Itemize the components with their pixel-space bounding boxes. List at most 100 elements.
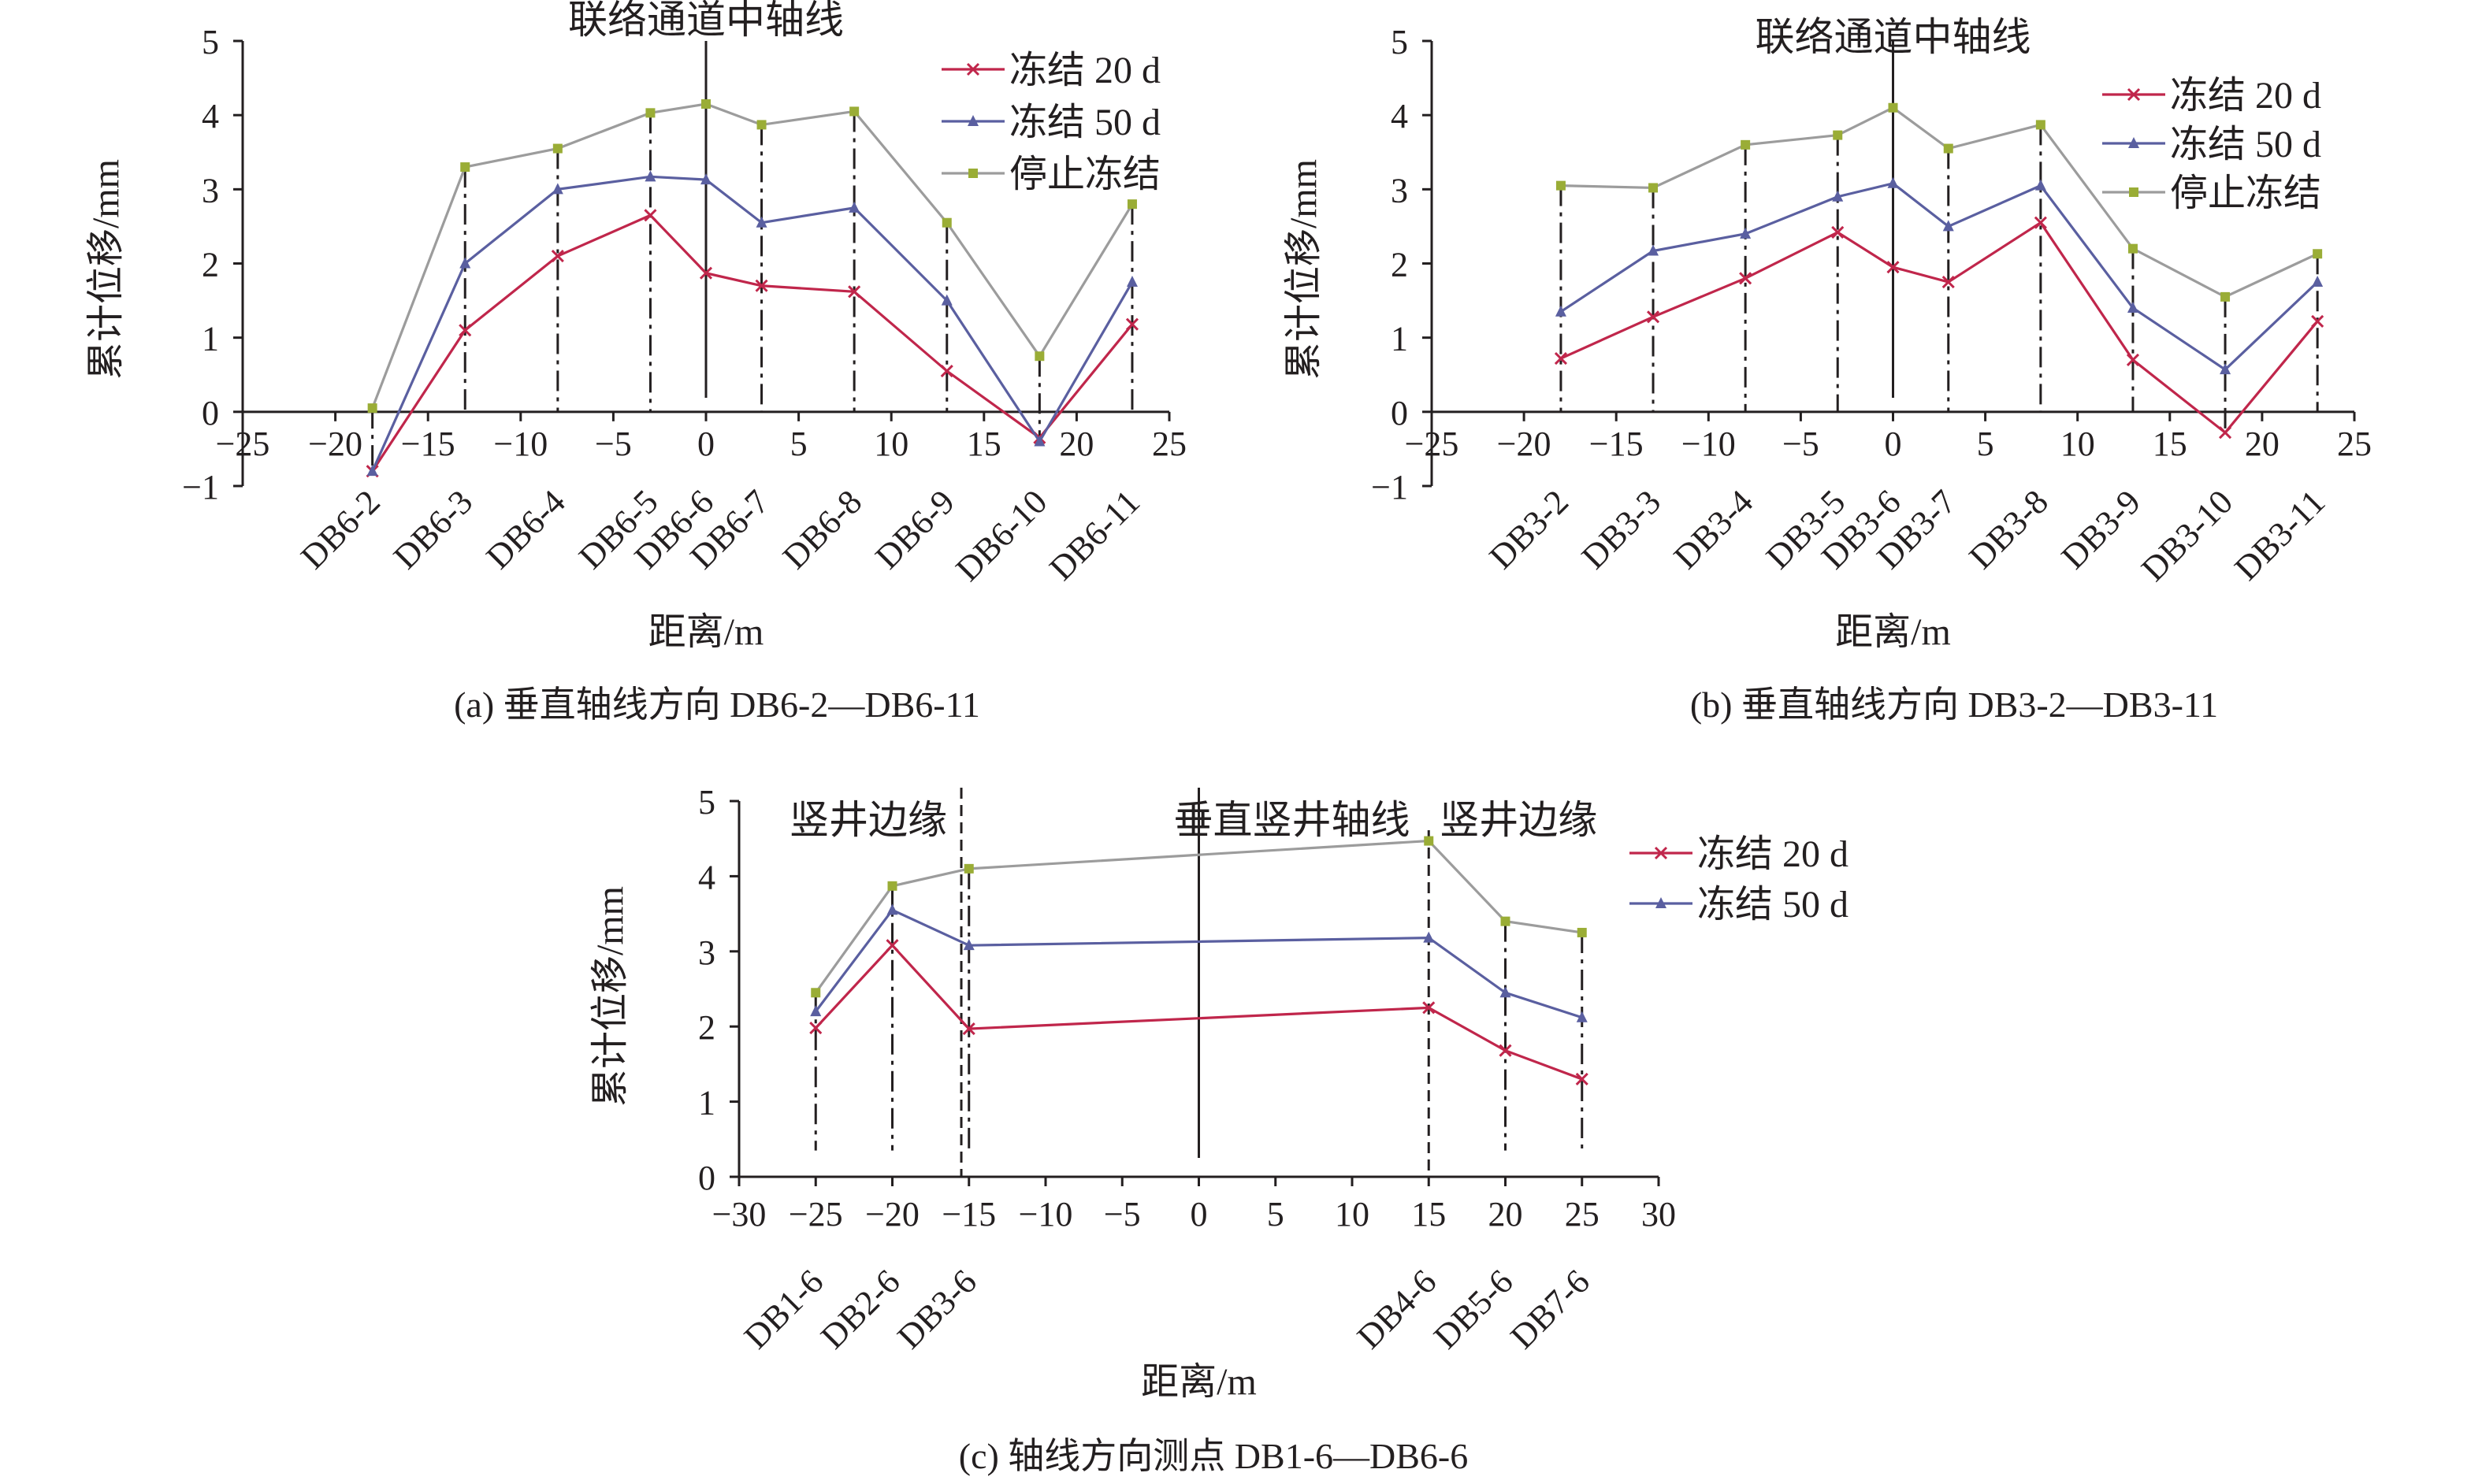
- legend-marker: [2127, 87, 2141, 102]
- data-point-marker: [1646, 310, 1660, 324]
- data-point-marker: [755, 279, 768, 292]
- y-tick-label: 3: [1391, 171, 1408, 210]
- series-line-series_stop: [371, 102, 1134, 409]
- point-label: DB3-3: [1574, 482, 1668, 576]
- x-tick-label: 10: [1335, 1195, 1369, 1234]
- y-tick-label: 3: [202, 171, 219, 210]
- x-axis-title: 距离/m: [648, 611, 764, 653]
- y-tick-label: −1: [1371, 468, 1408, 506]
- data-point-marker: [1424, 836, 1434, 846]
- point-label: DB3-8: [1962, 482, 2056, 576]
- data-point-marker: [1423, 931, 1435, 943]
- x-tick-label: 0: [697, 425, 715, 463]
- data-point-marker: [963, 939, 975, 951]
- data-point-marker: [1888, 102, 1898, 113]
- point-label: DB6-9: [868, 482, 961, 576]
- x-tick-label: −15: [1589, 425, 1644, 463]
- x-tick-label: −5: [595, 425, 632, 463]
- x-axis-title: 距离/m: [1141, 1361, 1257, 1403]
- data-point-marker: [1741, 139, 1751, 150]
- y-tick-label: 2: [202, 246, 219, 284]
- data-point-marker: [886, 939, 899, 952]
- legend-label: 停止冻结: [1009, 154, 1161, 195]
- data-point-marker: [645, 170, 656, 182]
- panel-caption-b: (b) 垂直轴线方向 DB3-2—DB3-11: [1690, 684, 2218, 725]
- point-label: DB3-2: [1482, 482, 1576, 576]
- point-label: DB6-11: [1042, 482, 1147, 588]
- y-tick-label: 2: [698, 1008, 715, 1047]
- point-label: DB3-11: [2227, 482, 2332, 588]
- x-tick-label: 0: [1191, 1195, 1208, 1234]
- series-line-series_stop: [814, 839, 1582, 994]
- series-line-series_50d: [371, 175, 1134, 472]
- point-label: DB6-10: [949, 482, 1055, 588]
- panel-caption-a: (a) 垂直轴线方向 DB6-2—DB6-11: [454, 684, 980, 725]
- annotation-label: 垂直竖井轴线: [1174, 798, 1410, 842]
- data-point-marker: [1125, 317, 1139, 331]
- series-line-series_50d: [814, 908, 1583, 1019]
- data-point-marker: [811, 988, 821, 998]
- data-point-marker: [1942, 220, 1954, 232]
- data-point-marker: [756, 216, 767, 228]
- x-tick-label: 25: [1152, 425, 1187, 463]
- x-tick-label: −5: [1104, 1195, 1141, 1234]
- data-point-marker: [848, 285, 861, 299]
- x-tick-label: −5: [1782, 425, 1819, 463]
- point-label: DB3-10: [2134, 482, 2240, 588]
- data-point-marker: [2126, 353, 2140, 366]
- data-point-marker: [941, 294, 953, 306]
- legend-label: 冻结 50 d: [1009, 102, 1161, 143]
- x-tick-label: −10: [1019, 1195, 1073, 1234]
- legend-marker: [1654, 846, 1668, 860]
- x-tick-label: 20: [2245, 425, 2280, 463]
- data-point-marker: [886, 903, 898, 915]
- point-label: DB1-6: [737, 1262, 830, 1356]
- legend-marker: [2129, 187, 2138, 197]
- point-label: DB3-6: [890, 1262, 983, 1356]
- series-line-series_50d: [1560, 182, 2319, 372]
- y-tick-label: 3: [698, 933, 715, 972]
- data-point-marker: [552, 143, 563, 154]
- data-point-marker: [552, 183, 563, 195]
- y-tick-label: −1: [182, 468, 219, 506]
- data-point-marker: [459, 324, 472, 337]
- data-point-marker: [1941, 275, 1955, 289]
- annotation-label: 竖井边缘: [790, 798, 947, 842]
- series-line-series_stop: [1560, 106, 2318, 299]
- x-tick-label: −30: [712, 1195, 767, 1234]
- data-point-marker: [1127, 199, 1137, 210]
- data-point-marker: [2312, 276, 2324, 288]
- data-point-marker: [940, 364, 953, 378]
- data-point-marker: [2218, 426, 2232, 440]
- legend-marker: [1655, 897, 1666, 908]
- data-point-marker: [1555, 180, 1566, 191]
- data-point-marker: [700, 173, 712, 185]
- y-tick-label: 5: [202, 23, 219, 61]
- x-tick-label: −15: [401, 425, 455, 463]
- x-tick-label: 15: [967, 425, 1001, 463]
- data-point-marker: [459, 257, 471, 269]
- x-tick-label: 25: [1565, 1195, 1600, 1234]
- legend-label: 冻结 50 d: [2170, 124, 2321, 165]
- y-axis-title: 累计位移/mm: [589, 886, 631, 1107]
- data-point-marker: [1577, 927, 1587, 937]
- point-label: DB6-8: [775, 482, 869, 576]
- data-point-marker: [887, 881, 897, 891]
- data-point-marker: [1740, 227, 1752, 239]
- y-tick-label: 0: [202, 394, 219, 432]
- data-point-marker: [1739, 272, 1752, 285]
- data-point-marker: [551, 250, 564, 263]
- data-point-marker: [1499, 1044, 1512, 1057]
- x-tick-label: 5: [1267, 1195, 1284, 1234]
- point-label: DB5-6: [1426, 1262, 1520, 1356]
- data-point-marker: [2127, 243, 2138, 254]
- data-point-marker: [2034, 179, 2046, 191]
- legend-marker: [968, 169, 978, 178]
- series-line-series_20d: [815, 943, 1583, 1081]
- series-line-series_20d: [1560, 221, 2319, 435]
- legend-marker: [2128, 137, 2139, 148]
- data-point-marker: [1500, 916, 1510, 926]
- x-tick-label: 5: [1977, 425, 1994, 463]
